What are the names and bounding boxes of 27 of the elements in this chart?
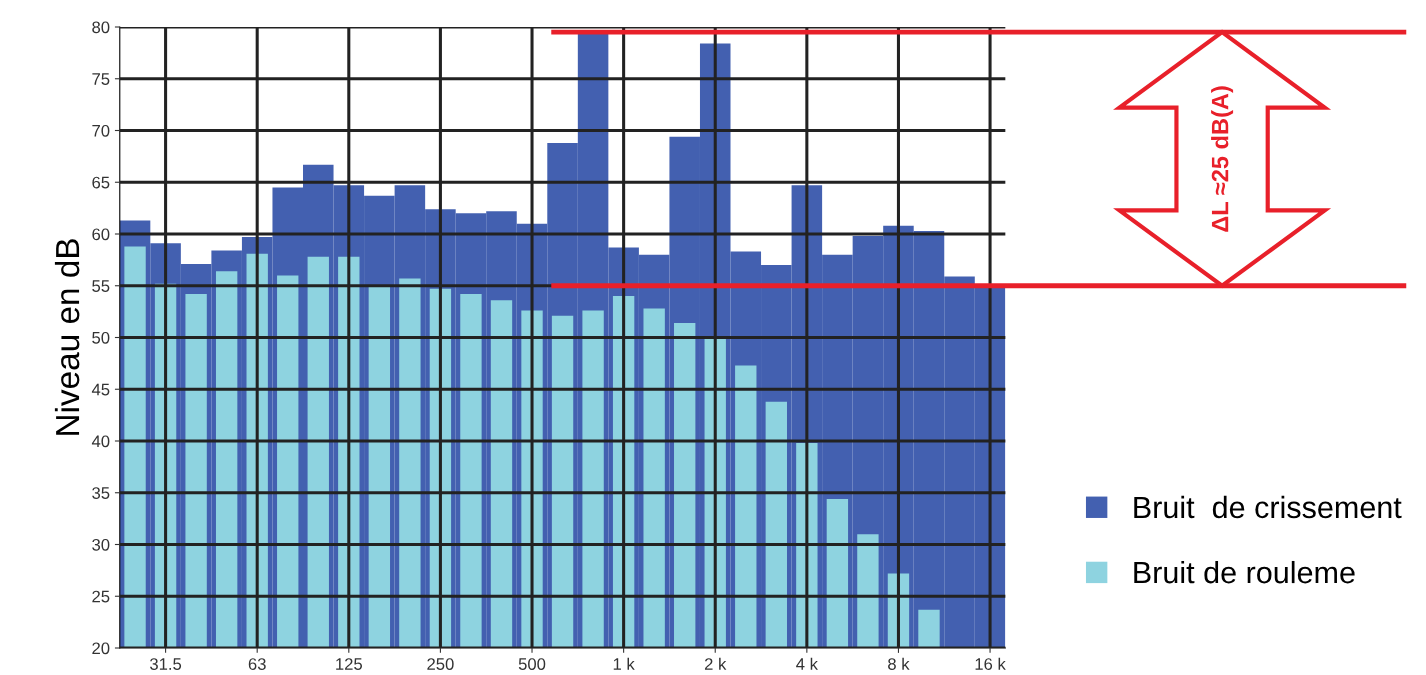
x-tick-label: 8 k (888, 657, 910, 670)
x-tick-label: 16 k (975, 657, 1006, 670)
y-tick-label: 45 (91, 383, 110, 396)
y-tick-label: 65 (92, 176, 110, 189)
y-axis-title: Niveau en dB (54, 239, 80, 435)
y-tick-label: 30 (92, 538, 110, 551)
x-tick-label: 2 k (704, 657, 727, 670)
x-tick-label: 31.5 (150, 658, 182, 670)
y-tick-label: 35 (92, 487, 110, 499)
y-tick-label: 40 (91, 435, 110, 448)
text: ΔL ≈25 dB(A) (1211, 86, 1234, 232)
y-tick-label: 70 (92, 124, 110, 137)
y-tick-label: 80 (92, 21, 110, 34)
legend-label: Bruit de rouleme (1134, 560, 1355, 584)
x-tick-label: 4 k (796, 657, 818, 670)
x-tick-label: 1 k (613, 657, 635, 670)
y-tick-label: 55 (92, 280, 110, 292)
legend-label: Bruit de crissement (1134, 495, 1402, 519)
x-tick-label: 63 (248, 658, 266, 670)
y-tick-label: 25 (92, 590, 110, 603)
y-tick-label: 20 (92, 642, 110, 655)
x-tick-label: 125 (336, 658, 363, 670)
y-tick-label: 60 (92, 228, 110, 241)
x-tick-label: 500 (518, 658, 546, 670)
y-tick-label: 75 (92, 73, 110, 85)
y-tick-label: 50 (92, 331, 110, 344)
x-tick-label: 250 (427, 658, 454, 670)
